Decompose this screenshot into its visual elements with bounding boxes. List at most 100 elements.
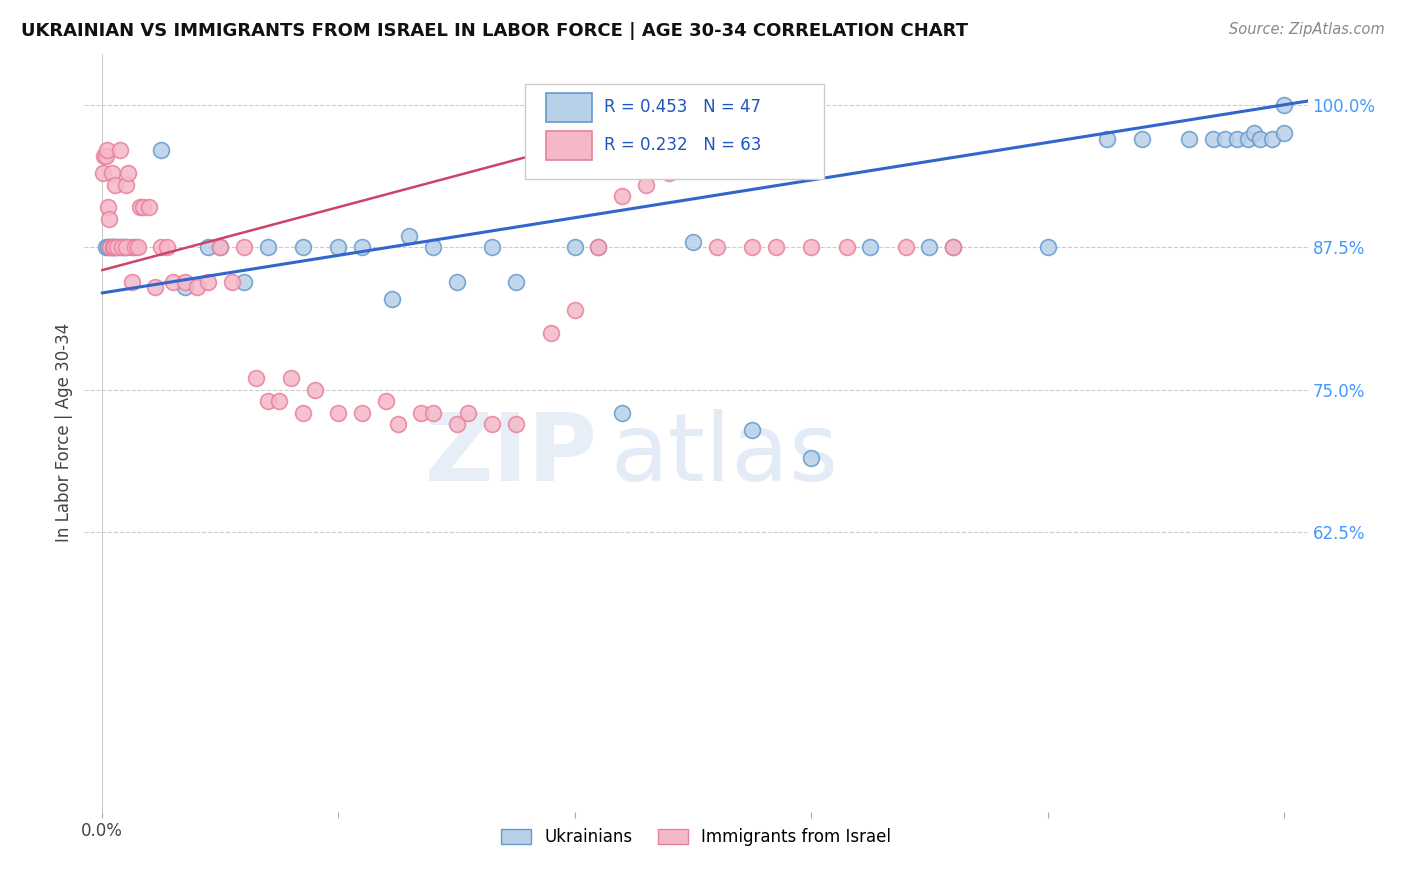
Point <box>132 201 155 215</box>
Point <box>682 235 704 249</box>
Point <box>446 275 468 289</box>
Point <box>97 201 120 215</box>
Point <box>101 240 124 254</box>
Point <box>1226 132 1249 146</box>
Point <box>232 275 254 289</box>
Point <box>1272 126 1295 140</box>
Point <box>741 423 763 437</box>
Point <box>422 406 444 420</box>
Point <box>112 240 135 254</box>
Point <box>173 275 195 289</box>
Point <box>706 240 728 254</box>
Point <box>94 240 117 254</box>
Point <box>1272 98 1295 112</box>
Point <box>894 240 917 254</box>
Point <box>114 240 136 254</box>
Point <box>197 240 219 254</box>
Point <box>221 275 243 289</box>
Point <box>387 417 409 431</box>
Point <box>97 240 120 254</box>
Point <box>634 178 657 192</box>
Point <box>1178 132 1201 146</box>
Point <box>105 240 128 254</box>
Point <box>114 240 136 254</box>
Text: ZIP: ZIP <box>425 409 598 501</box>
Point <box>422 240 444 254</box>
Point <box>564 240 586 254</box>
Point <box>292 240 315 254</box>
Point <box>103 240 125 254</box>
Point <box>96 144 118 158</box>
Point <box>245 371 267 385</box>
Point <box>91 166 114 180</box>
FancyBboxPatch shape <box>546 131 592 160</box>
Point <box>610 406 633 420</box>
Point <box>1095 132 1118 146</box>
Point <box>162 275 184 289</box>
Text: Source: ZipAtlas.com: Source: ZipAtlas.com <box>1229 22 1385 37</box>
Point <box>256 394 278 409</box>
Point <box>117 166 139 180</box>
Point <box>481 417 503 431</box>
Point <box>942 240 965 254</box>
Point <box>104 178 127 192</box>
FancyBboxPatch shape <box>546 93 592 122</box>
Point <box>800 240 823 254</box>
Point <box>800 451 823 466</box>
Point <box>411 406 433 420</box>
Text: R = 0.453   N = 47: R = 0.453 N = 47 <box>605 98 761 116</box>
Point <box>741 240 763 254</box>
Legend: Ukrainians, Immigrants from Israel: Ukrainians, Immigrants from Israel <box>495 822 897 853</box>
Point <box>505 417 527 431</box>
Point <box>269 394 291 409</box>
Text: UKRAINIAN VS IMMIGRANTS FROM ISRAEL IN LABOR FORCE | AGE 30-34 CORRELATION CHART: UKRAINIAN VS IMMIGRANTS FROM ISRAEL IN L… <box>21 22 969 40</box>
Point <box>352 406 374 420</box>
Point <box>1213 132 1236 146</box>
Point <box>101 240 124 254</box>
Point <box>398 229 420 244</box>
Point <box>352 240 374 254</box>
Point <box>588 240 610 254</box>
Text: R = 0.232   N = 63: R = 0.232 N = 63 <box>605 136 762 154</box>
Point <box>108 240 131 254</box>
Point <box>124 240 146 254</box>
Point <box>107 240 129 254</box>
Point <box>114 178 136 192</box>
Point <box>1202 132 1225 146</box>
Point <box>540 326 562 340</box>
Point <box>1261 132 1284 146</box>
Point <box>682 144 704 158</box>
Point <box>111 240 134 254</box>
Point <box>505 275 527 289</box>
Point <box>1237 132 1260 146</box>
Point <box>143 280 166 294</box>
Point <box>93 149 115 163</box>
Point <box>859 240 882 254</box>
Point <box>457 406 479 420</box>
Point <box>173 280 195 294</box>
Point <box>108 144 131 158</box>
Point <box>1130 132 1153 146</box>
Point <box>98 211 121 226</box>
Point <box>121 275 143 289</box>
Point <box>328 240 350 254</box>
Point <box>256 240 278 254</box>
Point <box>98 240 121 254</box>
Point <box>209 240 232 254</box>
Point <box>328 406 350 420</box>
Text: atlas: atlas <box>610 409 838 501</box>
Point <box>197 275 219 289</box>
Y-axis label: In Labor Force | Age 30-34: In Labor Force | Age 30-34 <box>55 323 73 542</box>
FancyBboxPatch shape <box>524 84 824 178</box>
Point <box>232 240 254 254</box>
Point <box>121 240 143 254</box>
Point <box>129 201 152 215</box>
Point <box>942 240 965 254</box>
Point <box>127 240 149 254</box>
Point <box>564 303 586 318</box>
Point <box>1036 240 1059 254</box>
Point <box>1243 126 1265 140</box>
Point <box>150 240 173 254</box>
Point <box>481 240 503 254</box>
Point <box>610 189 633 203</box>
